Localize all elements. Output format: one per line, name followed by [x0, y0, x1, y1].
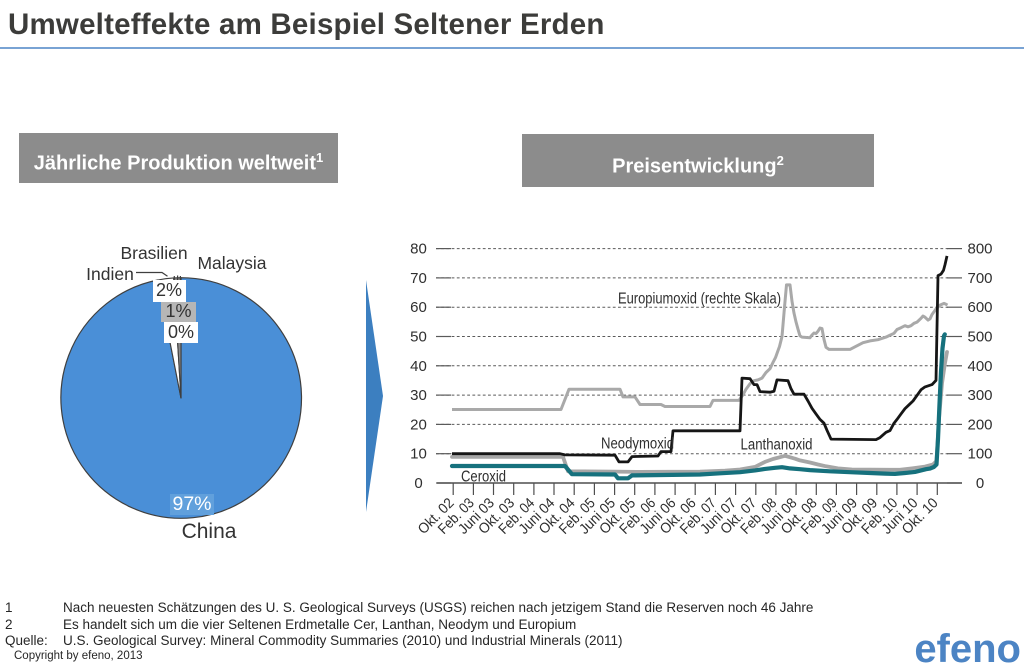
svg-text:0: 0 — [414, 475, 422, 492]
svg-text:Ceroxid: Ceroxid — [461, 469, 506, 486]
svg-text:200: 200 — [967, 416, 992, 433]
svg-text:20: 20 — [410, 416, 427, 433]
svg-text:400: 400 — [967, 358, 992, 375]
svg-text:500: 500 — [967, 329, 992, 346]
svg-text:Lanthanoxid: Lanthanoxid — [741, 437, 813, 454]
svg-text:50: 50 — [410, 329, 427, 346]
svg-text:600: 600 — [967, 299, 992, 316]
svg-text:100: 100 — [967, 446, 992, 463]
svg-text:40: 40 — [410, 358, 427, 375]
svg-text:800: 800 — [967, 241, 992, 258]
svg-text:30: 30 — [410, 387, 427, 404]
svg-text:60: 60 — [410, 299, 427, 316]
svg-text:70: 70 — [410, 270, 427, 287]
svg-text:300: 300 — [967, 387, 992, 404]
svg-text:0: 0 — [976, 475, 984, 492]
svg-text:Neodymoxid: Neodymoxid — [601, 436, 674, 453]
svg-text:700: 700 — [967, 270, 992, 287]
svg-text:Europiumoxid (rechte Skala): Europiumoxid (rechte Skala) — [618, 291, 781, 308]
svg-text:10: 10 — [410, 446, 427, 463]
svg-text:80: 80 — [410, 241, 427, 258]
